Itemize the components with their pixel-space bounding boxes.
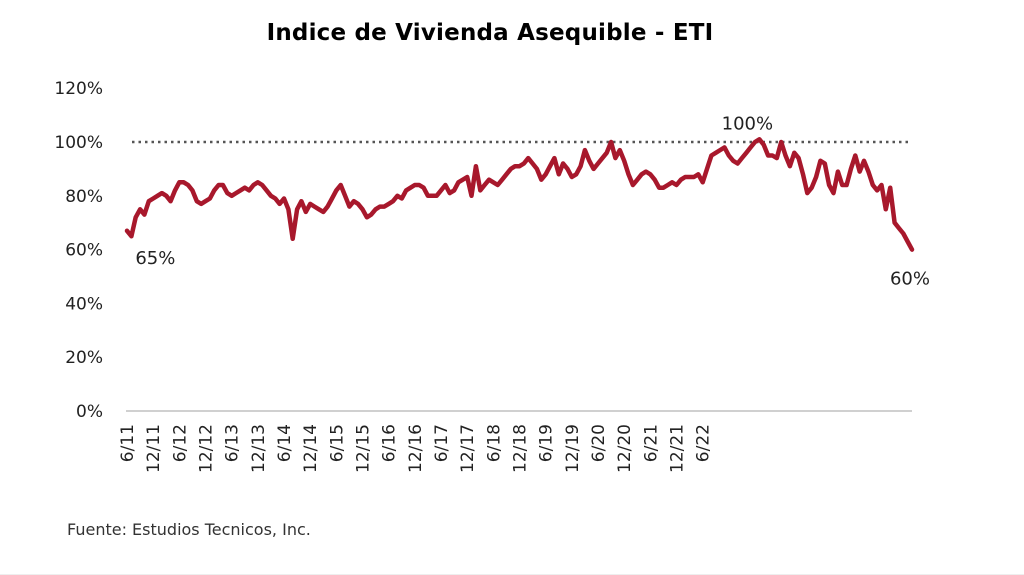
y-tick-label: 120%	[54, 79, 103, 99]
data-label-end: 60%	[890, 269, 930, 290]
y-axis-ticks: 0% 20% 40% 60% 80% 100% 120%	[54, 79, 103, 422]
x-tick-label: 12/15	[354, 424, 374, 473]
x-tick-label: 6/16	[380, 424, 400, 462]
data-label-peak: 100%	[722, 113, 773, 134]
x-axis-ticks: 6/11 12/11 6/12 12/12 6/13 12/13 6/14 12/14 6/15…	[118, 424, 714, 473]
y-tick-label: 0%	[76, 402, 103, 422]
y-tick-label: 20%	[65, 348, 103, 368]
x-tick-label: 6/15	[327, 424, 347, 462]
y-tick-label: 80%	[65, 187, 103, 207]
x-tick-label: 6/22	[694, 424, 714, 462]
series-line	[124, 137, 915, 252]
y-tick-label: 100%	[54, 133, 103, 153]
x-tick-label: 6/11	[118, 424, 138, 462]
annotations: 65% 100% 60%	[135, 113, 930, 289]
source-note: Fuente: Estudios Tecnicos, Inc.	[67, 520, 311, 539]
x-tick-label: 12/12	[197, 424, 217, 473]
x-tick-label: 12/19	[563, 424, 583, 473]
data-label-start: 65%	[135, 248, 175, 269]
x-tick-label: 12/14	[301, 424, 321, 473]
x-tick-label: 12/18	[511, 424, 531, 473]
x-tick-label: 12/16	[406, 424, 426, 473]
x-tick-label: 6/21	[641, 424, 661, 462]
y-tick-label: 60%	[65, 241, 103, 261]
x-tick-label: 6/20	[589, 424, 609, 462]
x-tick-label: 6/17	[432, 424, 452, 462]
x-tick-label: 12/17	[458, 424, 478, 473]
chart-title: Indice de Vivienda Asequible - ETI	[266, 20, 714, 46]
x-tick-label: 6/14	[275, 424, 295, 462]
y-tick-label: 40%	[65, 294, 103, 314]
x-tick-label: 6/18	[484, 424, 504, 462]
x-tick-label: 6/19	[537, 424, 557, 462]
x-tick-label: 6/12	[170, 424, 190, 462]
x-tick-label: 12/11	[144, 424, 164, 473]
x-tick-label: 12/21	[668, 424, 688, 473]
x-tick-label: 12/13	[249, 424, 269, 473]
x-tick-label: 6/13	[223, 424, 243, 462]
x-tick-label: 12/20	[615, 424, 635, 473]
